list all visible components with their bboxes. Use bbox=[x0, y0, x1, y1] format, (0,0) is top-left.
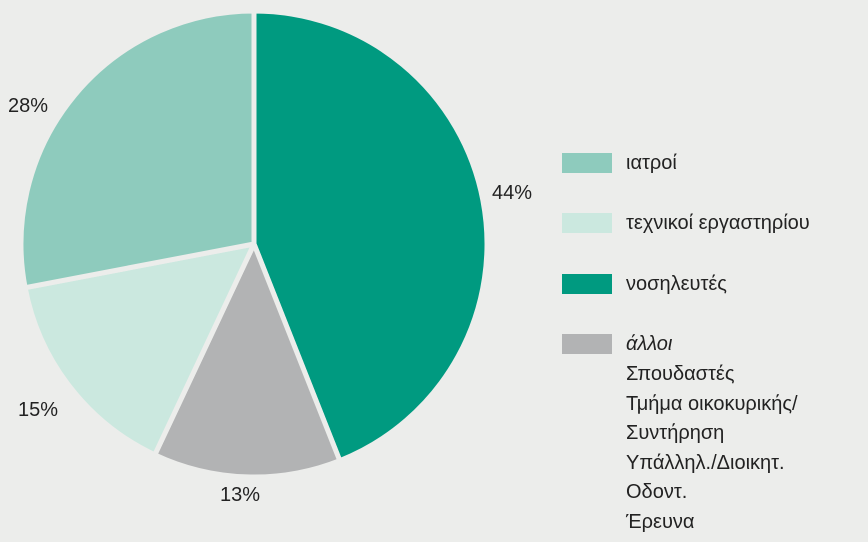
pie-slice-nurses bbox=[251, 8, 490, 464]
legend-label-lab-technicians: τεχνικοί εργαστηρίου bbox=[626, 211, 810, 234]
legend-label-nurses: νοσηλευτές bbox=[626, 272, 727, 295]
slice-label-nurses: 44% bbox=[492, 182, 533, 204]
slice-label-lab-technicians: 15% bbox=[18, 399, 59, 421]
other-breakdown-item: Σπουδαστές bbox=[626, 363, 735, 385]
legend-item-doctors: ιατροί bbox=[562, 148, 677, 178]
pie-slice-doctors bbox=[18, 8, 257, 291]
slice-label-doctors: 28% bbox=[8, 95, 49, 117]
other-breakdown-item: Υπάλληλ./Διοικητ. bbox=[626, 451, 785, 474]
other-breakdown-item: Συντήρηση bbox=[626, 422, 725, 444]
legend-swatch-other bbox=[562, 334, 612, 354]
legend-swatch-nurses bbox=[562, 274, 612, 294]
other-breakdown-item: Τμήμα οικοκυρικής/ bbox=[626, 392, 798, 415]
legend-item-nurses: νοσηλευτές bbox=[562, 269, 727, 299]
pie-slice-lab-technicians bbox=[22, 241, 257, 458]
other-breakdown-list: Σπουδαστές Τμήμα οικοκυρικής/ Συντήρηση … bbox=[626, 360, 798, 537]
pie-slice-other bbox=[152, 241, 343, 480]
legend-item-other: άλλοι bbox=[562, 329, 672, 359]
slice-label-other: 13% bbox=[220, 484, 261, 506]
legend-label-other: άλλοι bbox=[626, 332, 673, 355]
legend-swatch-doctors bbox=[562, 153, 612, 173]
legend-item-lab-technicians: τεχνικοί εργαστηρίου bbox=[562, 208, 810, 238]
legend-swatch-lab-technicians bbox=[562, 213, 612, 233]
other-breakdown-item: Έρευνα bbox=[626, 510, 695, 533]
legend-label-doctors: ιατροί bbox=[626, 151, 677, 174]
other-breakdown-item: Οδοντ. bbox=[626, 481, 688, 503]
